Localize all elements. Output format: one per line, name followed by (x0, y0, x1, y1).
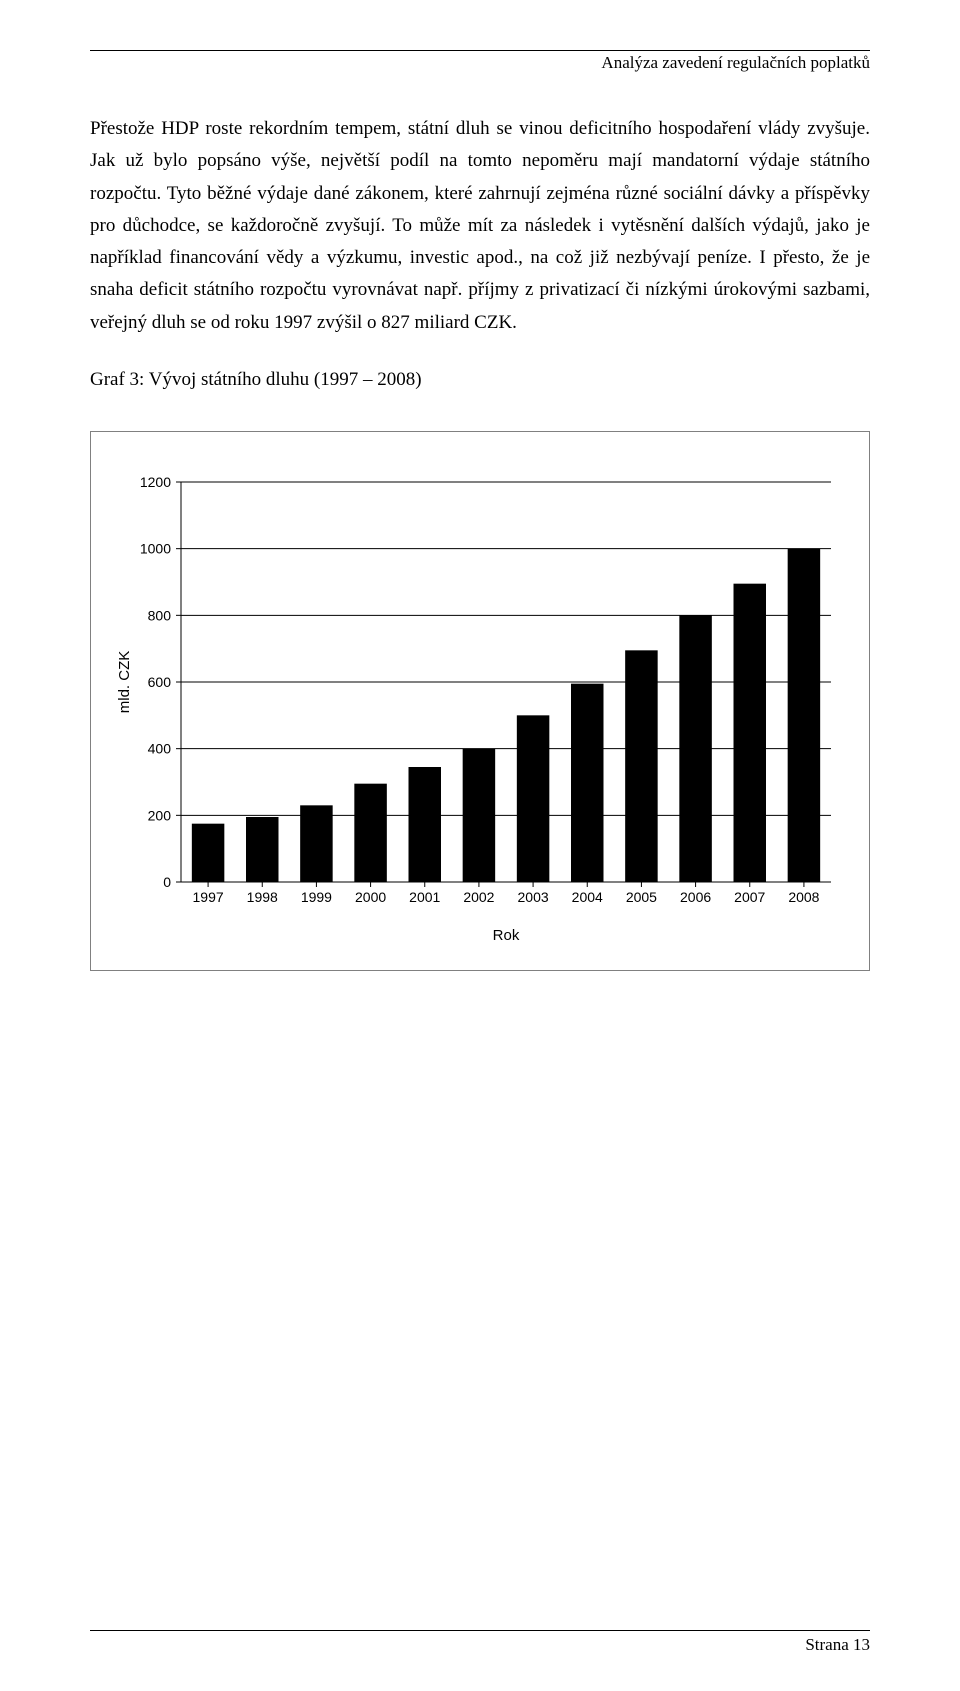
svg-text:1200: 1200 (140, 474, 171, 490)
running-header: Analýza zavedení regulačních poplatků (90, 53, 870, 73)
svg-text:2008: 2008 (788, 889, 819, 905)
svg-text:2002: 2002 (463, 889, 494, 905)
svg-text:2006: 2006 (680, 889, 711, 905)
svg-text:600: 600 (148, 674, 172, 690)
header-rule (90, 50, 870, 51)
svg-text:2004: 2004 (572, 889, 603, 905)
footer-rule (90, 1630, 870, 1631)
paragraph-1: Přestože HDP roste rekordním tempem, stá… (90, 113, 870, 339)
svg-text:2001: 2001 (409, 889, 440, 905)
svg-text:200: 200 (148, 807, 172, 823)
svg-text:mld. CZK: mld. CZK (116, 651, 133, 714)
svg-text:2005: 2005 (626, 889, 657, 905)
svg-text:1000: 1000 (140, 541, 171, 557)
svg-text:2003: 2003 (518, 889, 549, 905)
svg-text:1999: 1999 (301, 889, 332, 905)
chart-container: 0 200 400 600 800 1000 1200 1997 1998 1999 2000 200… (90, 431, 870, 971)
debt-bar-chart: 0 200 400 600 800 1000 1200 1997 1998 1999 2000 200… (111, 472, 851, 952)
svg-text:1997: 1997 (193, 889, 224, 905)
svg-text:2007: 2007 (734, 889, 765, 905)
body-text: Přestože HDP roste rekordním tempem, stá… (90, 113, 870, 339)
svg-text:400: 400 (148, 741, 172, 757)
page-number: Strana 13 (805, 1635, 870, 1655)
svg-text:2000: 2000 (355, 889, 386, 905)
svg-text:800: 800 (148, 607, 172, 623)
svg-text:0: 0 (163, 874, 171, 890)
svg-text:Rok: Rok (493, 927, 520, 944)
chart-caption: Graf 3: Vývoj státního dluhu (1997 – 200… (90, 369, 870, 391)
svg-text:1998: 1998 (247, 889, 278, 905)
